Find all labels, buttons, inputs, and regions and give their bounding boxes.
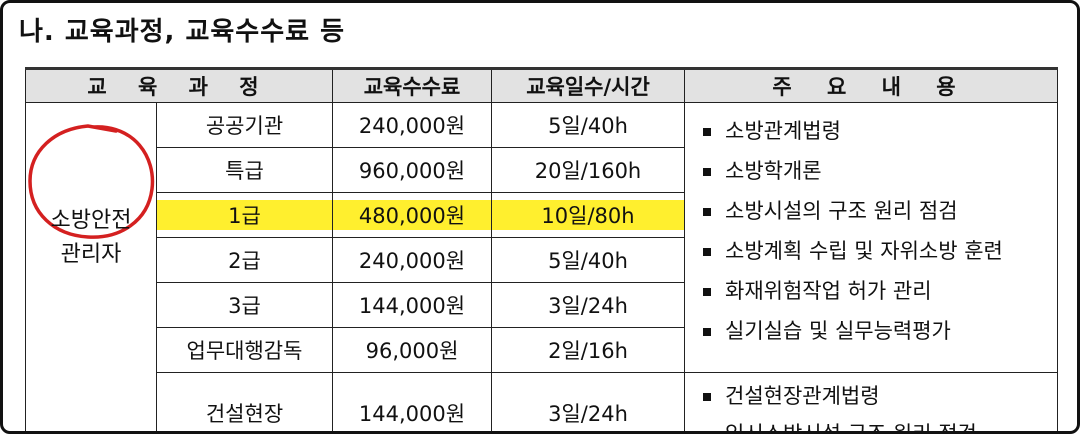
category-line2: 관리자: [60, 241, 122, 267]
bullet-square-icon: [703, 208, 711, 216]
course-days: 20일/160h: [491, 147, 685, 193]
course-fee: 144,000원: [332, 372, 492, 431]
category-cell: 소방안전 관리자: [25, 102, 157, 373]
category-cell-empty: [25, 372, 157, 431]
section-heading: 나. 교육과정, 교육수수료 등: [19, 17, 346, 47]
bullet-square-icon: [703, 328, 711, 336]
content-item: 소방관계법령: [703, 111, 1057, 151]
course-days: 3일/24h: [491, 372, 685, 431]
course-days: 2일/16h: [491, 327, 685, 373]
construction-contents-cell: 건설현장관계법령 임시소방시설 구조 원리 점검: [684, 372, 1058, 434]
table-row: 2급 240,000원 5일/40h: [26, 237, 1058, 283]
content-item: 소방학개론: [703, 151, 1057, 191]
bullet-square-icon: [703, 393, 711, 401]
content-item: 소방계획 수립 및 자위소방 훈련: [703, 231, 1057, 271]
table-row: 특급 960,000원 20일/160h: [26, 147, 1058, 193]
course-days: 10일/80h: [491, 192, 685, 238]
table-row-highlighted: 1급 480,000원 10일/80h: [26, 192, 1058, 238]
course-fee: 96,000원: [332, 327, 492, 373]
content-item: 실기실습 및 실무능력평가: [703, 311, 1057, 351]
course-name: 업무대행감독: [156, 327, 333, 373]
content-item: 건설현장관계법령: [703, 377, 1057, 415]
header-days: 교육일수/시간: [491, 67, 685, 103]
course-name: 공공기관: [156, 102, 333, 148]
category-label: 소방안전 관리자: [26, 204, 156, 272]
course-fee: 240,000원: [332, 102, 492, 148]
course-fee: 480,000원: [332, 192, 492, 238]
course-name: 1급: [156, 192, 333, 238]
bullet-square-icon: [703, 128, 711, 136]
course-table: 교 육 과 정 교육수수료 교육일수/시간 주 요 내 용 소방안전 관리자 공…: [25, 67, 1058, 434]
header-course: 교 육 과 정: [25, 67, 333, 103]
table-header-row: 교 육 과 정 교육수수료 교육일수/시간 주 요 내 용: [25, 67, 1058, 103]
course-name: 건설현장: [156, 372, 333, 431]
header-fee: 교육수수료: [332, 67, 492, 103]
table-row: 소방안전 관리자 공공기관 240,000원 5일/40h 소방관계법령 소방학…: [25, 102, 1058, 373]
content-item: 화재위험작업 허가 관리: [703, 271, 1057, 311]
bullet-square-icon: [703, 431, 711, 434]
course-name: 특급: [156, 147, 333, 193]
content-item: 임시소방시설 구조 원리 점검: [703, 415, 1057, 434]
course-fee: 240,000원: [332, 237, 492, 283]
header-content: 주 요 내 용: [684, 67, 1058, 103]
bullet-square-icon: [703, 288, 711, 296]
table-row: 건설현장 144,000원 3일/24h 건설현장관계법령 임시소방시설 구조 …: [25, 372, 1058, 434]
category-line1: 소방안전: [50, 207, 132, 233]
content-item: 소방시설의 구조 원리 점검: [703, 191, 1057, 231]
course-days: 5일/40h: [491, 237, 685, 283]
main-contents-cell: 소방관계법령 소방학개론 소방시설의 구조 원리 점검 소방계획 수립 및 자위…: [684, 102, 1058, 373]
bullet-square-icon: [703, 248, 711, 256]
course-name: 3급: [156, 282, 333, 328]
bullet-square-icon: [703, 168, 711, 176]
red-circle-annotation: [28, 124, 155, 239]
table-row: 업무대행감독 96,000원 2일/16h: [26, 327, 1058, 373]
course-days: 3일/24h: [491, 282, 685, 328]
course-fee: 960,000원: [332, 147, 492, 193]
course-days: 5일/40h: [491, 102, 685, 148]
course-fee: 144,000원: [332, 282, 492, 328]
course-name: 2급: [156, 237, 333, 283]
